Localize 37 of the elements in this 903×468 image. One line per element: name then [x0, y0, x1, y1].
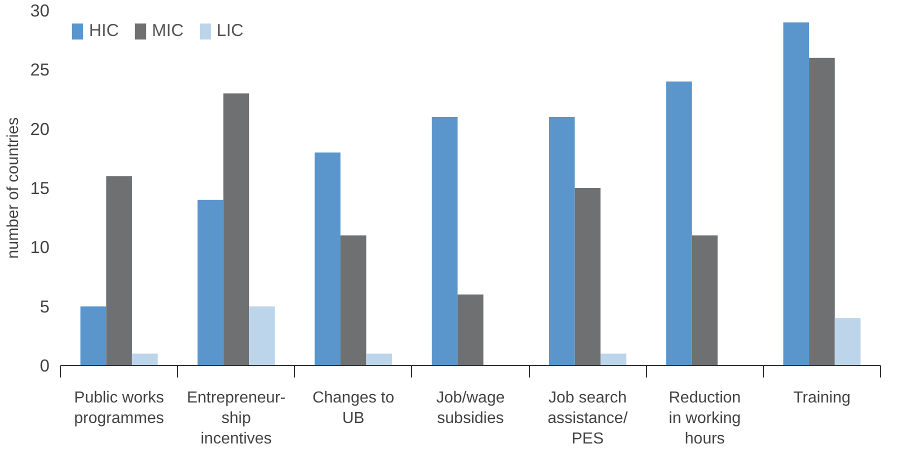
y-axis-title: number of countries [5, 117, 22, 259]
x-tick-label: Job search assistance/ PES [548, 390, 628, 448]
bar [600, 354, 626, 366]
legend-label: MIC [152, 20, 184, 41]
y-tick-label: 10 [30, 237, 50, 258]
x-tick-label: Training [793, 390, 851, 406]
bar [249, 306, 275, 366]
bar [574, 188, 601, 366]
bar [80, 306, 106, 366]
y-tick-label: 0 [40, 356, 50, 376]
x-tick-label: Changes to UB [312, 390, 394, 427]
bar [366, 354, 392, 366]
bar [548, 117, 575, 366]
x-tick-label: Reduction in working hours [668, 390, 741, 448]
bar [834, 318, 861, 366]
y-tick-label: 15 [30, 178, 50, 198]
y-tick-label: 5 [40, 296, 50, 316]
y-tick-label: 30 [30, 0, 50, 20]
y-tick-label: 25 [30, 60, 50, 80]
bar [198, 200, 224, 366]
x-tick-label: Entrepreneur- ship incentives [186, 390, 286, 448]
bar [340, 235, 366, 366]
bar [458, 294, 484, 366]
bar [666, 82, 692, 366]
bar [106, 176, 132, 366]
bar [809, 58, 835, 366]
bar [223, 93, 250, 366]
bar [314, 152, 340, 366]
legend-label: LIC [216, 20, 244, 41]
bar [432, 117, 458, 366]
bar [692, 235, 718, 366]
x-tick-label: Job/wage subsidies [436, 390, 505, 427]
x-tick-label: Public works programmes [74, 390, 164, 427]
bar [132, 354, 158, 366]
legend-label: HIC [89, 20, 119, 41]
bar [783, 22, 810, 366]
y-tick-label: 20 [30, 118, 50, 139]
